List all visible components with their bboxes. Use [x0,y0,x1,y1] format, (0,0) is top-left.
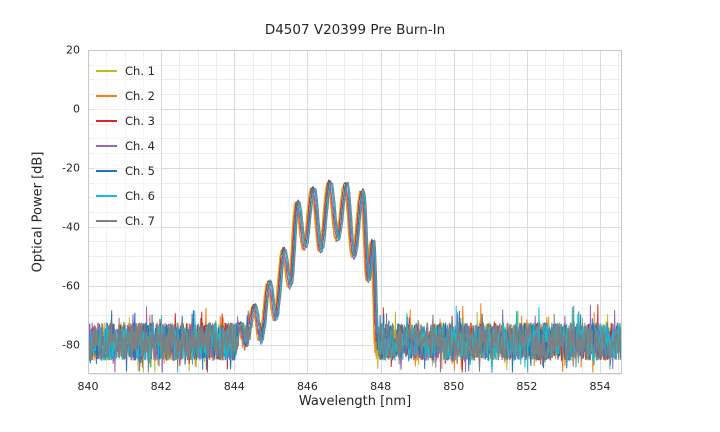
legend-label: Ch. 6 [125,188,155,203]
x-tick-label: 852 [516,380,538,393]
legend-label: Ch. 1 [125,63,155,78]
x-tick-label: 854 [589,380,611,393]
legend-line-swatch [96,119,117,122]
legend-label: Ch. 2 [125,88,155,103]
legend-item: Ch. 7 [96,208,155,233]
y-tick-label: -20 [62,161,80,175]
x-tick-label: 840 [77,380,99,393]
y-tick-label: -40 [62,220,80,234]
x-tick-label: 848 [370,380,392,393]
legend-item: Ch. 4 [96,133,155,158]
x-tick-label: 846 [296,380,318,393]
legend-item: Ch. 3 [96,108,155,133]
y-tick-label: 20 [66,43,80,57]
legend-label: Ch. 4 [125,138,155,153]
legend-label: Ch. 3 [125,113,155,128]
legend-item: Ch. 5 [96,158,155,183]
legend-item: Ch. 6 [96,183,155,208]
chart-title: D4507 V20399 Pre Burn-In [264,22,446,38]
y-tick-label: 0 [73,102,80,116]
legend-item: Ch. 2 [96,83,155,108]
y-tick-label: -80 [62,338,80,352]
y-tick-label: -60 [62,279,80,293]
x-axis-label: Wavelength [nm] [298,394,412,409]
legend-label: Ch. 7 [125,213,155,228]
legend-line-swatch [96,144,117,147]
y-axis-label: Optical Power [dB] [30,151,46,273]
legend-line-swatch [96,194,117,197]
x-tick-label: 850 [443,380,465,393]
x-tick-label: 842 [150,380,172,393]
legend-label: Ch. 5 [125,163,155,178]
legend-line-swatch [96,69,117,72]
x-tick-label: 844 [223,380,245,393]
legend-line-swatch [96,94,117,97]
legend: Ch. 1 Ch. 2 Ch. 3 Ch. 4 Ch. 5 Ch. 6 Ch. 7 [94,56,161,235]
legend-line-swatch [96,169,117,172]
legend-item: Ch. 1 [96,58,155,83]
legend-line-swatch [96,219,117,222]
